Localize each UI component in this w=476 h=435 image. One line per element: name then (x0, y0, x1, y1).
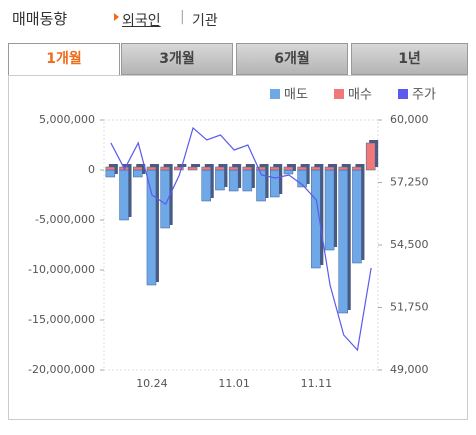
bar (228, 166, 239, 171)
legend-swatch (270, 89, 280, 99)
bar (311, 166, 321, 171)
y2-tick-label: 49,000 (390, 363, 429, 376)
y2-tick-label: 54,500 (390, 238, 429, 251)
arrow (114, 13, 119, 21)
legend-swatch (398, 89, 408, 99)
x-tick-label: 10.24 (136, 377, 168, 390)
y-tick-label: -15,000,000 (28, 313, 95, 326)
bar (270, 169, 280, 198)
bar (228, 169, 239, 192)
bar (324, 169, 335, 251)
bar (146, 169, 157, 286)
plot-frame (103, 119, 379, 371)
bar (187, 166, 198, 171)
bar-depth (259, 164, 269, 167)
bar (146, 166, 157, 171)
bar (242, 169, 253, 192)
tab[interactable]: 3개월 (121, 43, 233, 75)
bar (283, 166, 294, 171)
bar-depth (314, 164, 324, 167)
x-tick-label: 11.11 (301, 377, 333, 390)
bar-depth (136, 164, 146, 167)
tab[interactable]: 1년 (351, 43, 468, 75)
price-line (110, 126, 372, 352)
bar (283, 169, 294, 175)
tab[interactable]: 6개월 (236, 43, 348, 75)
bar (352, 166, 362, 171)
legend-label: 주가 (412, 88, 436, 103)
bar (297, 166, 307, 171)
bar-depth (204, 164, 214, 167)
bar-depth (108, 164, 118, 167)
y2-tick-label: 51,750 (390, 301, 429, 314)
bar-depth (149, 164, 159, 167)
link[interactable]: 외국인 (122, 13, 161, 29)
bar-depth (300, 164, 310, 167)
y-tick-label: -10,000,000 (28, 263, 95, 276)
x-tick-label: 11.01 (218, 377, 250, 390)
y2-tick-label: 60,000 (390, 113, 429, 126)
bar (338, 166, 348, 171)
y-tick-label: 0 (88, 163, 95, 176)
bar (133, 169, 143, 178)
bar-depth (273, 164, 283, 167)
y2-tick-label: 57,250 (390, 176, 429, 189)
bar (352, 169, 362, 264)
title: 매매동향 (12, 10, 68, 28)
y-tick-label: -5,000,000 (35, 213, 95, 226)
bar (174, 166, 184, 171)
bar (270, 166, 280, 171)
bar-depth (191, 164, 201, 167)
bar-depth (218, 164, 228, 167)
bar (256, 166, 266, 171)
bar (119, 169, 129, 221)
bar (201, 166, 211, 171)
link[interactable]: 기관 (192, 13, 218, 29)
bar-depth (328, 164, 338, 167)
legend-label: 매도 (284, 88, 308, 103)
tab[interactable]: 1개월 (8, 43, 120, 75)
bar (105, 169, 116, 178)
bar (324, 166, 335, 171)
legend-swatch (334, 89, 344, 99)
bar-depth (341, 164, 351, 167)
bar-depth (163, 164, 173, 167)
y-tick-label: 5,000,000 (39, 113, 95, 126)
bar (365, 142, 376, 171)
legend-label: 매수 (348, 88, 372, 103)
bar (215, 166, 225, 171)
separator: | (180, 9, 185, 25)
bar (105, 166, 116, 171)
bar (338, 169, 348, 314)
bar-depth (245, 164, 255, 167)
bar (133, 166, 143, 171)
panel (8, 75, 468, 420)
bar-depth (232, 164, 242, 167)
bar-depth (355, 164, 365, 167)
bar-depth (286, 164, 296, 167)
y-tick-label: -20,000,000 (28, 363, 95, 376)
bar (160, 166, 170, 171)
bar (215, 169, 225, 191)
bar (242, 166, 253, 171)
bar (201, 169, 211, 202)
